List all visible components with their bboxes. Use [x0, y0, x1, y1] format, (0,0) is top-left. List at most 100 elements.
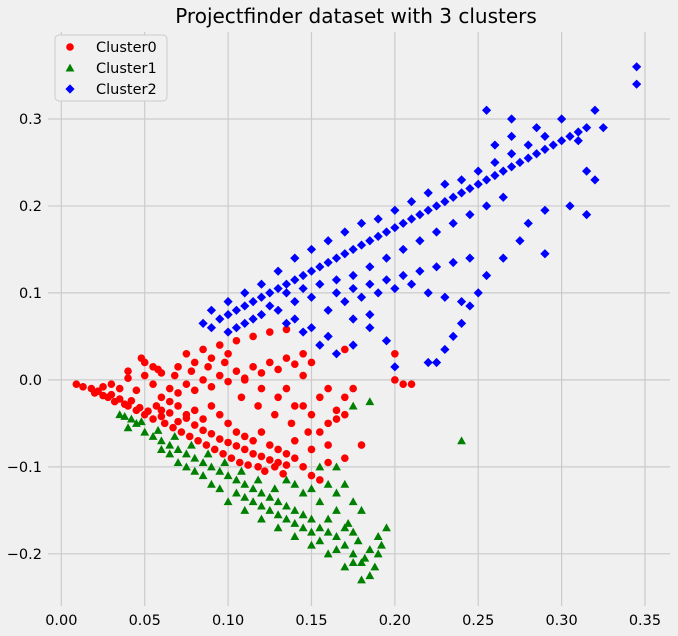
- data-point: [232, 367, 241, 375]
- data-point: [174, 363, 182, 371]
- data-point: [107, 380, 116, 389]
- data-point: [235, 458, 244, 467]
- data-point: [324, 441, 332, 449]
- data-point: [381, 336, 392, 346]
- data-point: [632, 79, 642, 89]
- data-point: [290, 360, 299, 369]
- data-point: [299, 402, 307, 410]
- data-point: [215, 484, 225, 493]
- data-point: [590, 105, 600, 115]
- y-tick-label: 0.2: [19, 199, 42, 215]
- data-point: [290, 479, 300, 488]
- data-point: [287, 419, 296, 428]
- data-point: [190, 466, 200, 475]
- series-cluster2: [198, 62, 642, 372]
- data-point: [448, 192, 458, 202]
- data-point: [199, 376, 207, 384]
- data-point: [365, 545, 375, 553]
- data-point: [265, 456, 274, 464]
- legend-box: [54, 34, 168, 102]
- data-point: [423, 188, 433, 198]
- data-point: [124, 367, 132, 375]
- data-point: [431, 227, 442, 237]
- data-point: [257, 384, 266, 393]
- data-point: [331, 349, 342, 359]
- x-tick-label: 0.05: [129, 613, 161, 629]
- data-point: [360, 553, 370, 562]
- data-point: [137, 354, 146, 362]
- data-point: [220, 458, 230, 467]
- chart-title: Projectfinder dataset with 3 clusters: [175, 4, 537, 28]
- data-point: [231, 305, 242, 315]
- data-point: [290, 253, 300, 263]
- data-point: [473, 179, 483, 189]
- data-point: [348, 497, 358, 506]
- data-point: [523, 218, 533, 228]
- data-point: [173, 458, 183, 467]
- data-point: [481, 201, 492, 211]
- data-point: [190, 406, 199, 415]
- data-point: [273, 266, 283, 276]
- data-point: [365, 262, 375, 272]
- data-point: [290, 402, 299, 410]
- data-point: [165, 384, 174, 393]
- data-point: [391, 349, 399, 358]
- data-point: [381, 227, 392, 237]
- data-point: [331, 288, 342, 298]
- data-point: [152, 402, 161, 410]
- data-point: [356, 292, 367, 302]
- data-point: [207, 430, 216, 438]
- data-point: [248, 484, 258, 493]
- data-point: [257, 452, 266, 461]
- data-point: [215, 466, 225, 475]
- data-point: [573, 127, 583, 137]
- data-point: [331, 253, 342, 263]
- data-point: [165, 440, 175, 449]
- data-point: [307, 527, 316, 536]
- data-point: [315, 536, 325, 545]
- data-point: [323, 236, 333, 246]
- data-point: [190, 358, 199, 367]
- data-point: [323, 257, 333, 268]
- data-point: [220, 358, 229, 367]
- data-point: [356, 240, 367, 250]
- data-point: [332, 406, 341, 415]
- data-point: [540, 144, 550, 155]
- data-point: [232, 428, 241, 436]
- data-point: [157, 412, 166, 421]
- data-point: [582, 123, 592, 133]
- data-point: [240, 301, 250, 311]
- data-point: [140, 427, 150, 436]
- data-point: [390, 205, 400, 215]
- data-point: [165, 449, 175, 458]
- data-point: [398, 218, 408, 228]
- data-point: [298, 523, 308, 532]
- data-point: [282, 475, 291, 484]
- data-point: [377, 540, 386, 549]
- data-point: [140, 371, 149, 380]
- data-point: [331, 275, 342, 285]
- data-point: [382, 523, 391, 532]
- data-point: [223, 497, 233, 506]
- data-point: [72, 380, 81, 389]
- data-point: [365, 323, 375, 333]
- data-point: [357, 575, 366, 584]
- data-point: [199, 345, 207, 354]
- data-point: [332, 415, 341, 423]
- data-point: [373, 231, 383, 241]
- data-point: [531, 149, 542, 159]
- data-point: [257, 428, 266, 436]
- data-point: [307, 514, 316, 523]
- data-point: [240, 479, 250, 488]
- data-point: [207, 354, 216, 362]
- data-point: [373, 214, 383, 224]
- data-point: [182, 349, 191, 358]
- data-point: [281, 288, 292, 298]
- data-point: [490, 157, 500, 168]
- data-point: [348, 340, 358, 350]
- data-point: [270, 410, 279, 419]
- data-point: [199, 415, 207, 423]
- data-point: [456, 175, 467, 185]
- data-point: [340, 479, 350, 488]
- data-point: [481, 105, 492, 115]
